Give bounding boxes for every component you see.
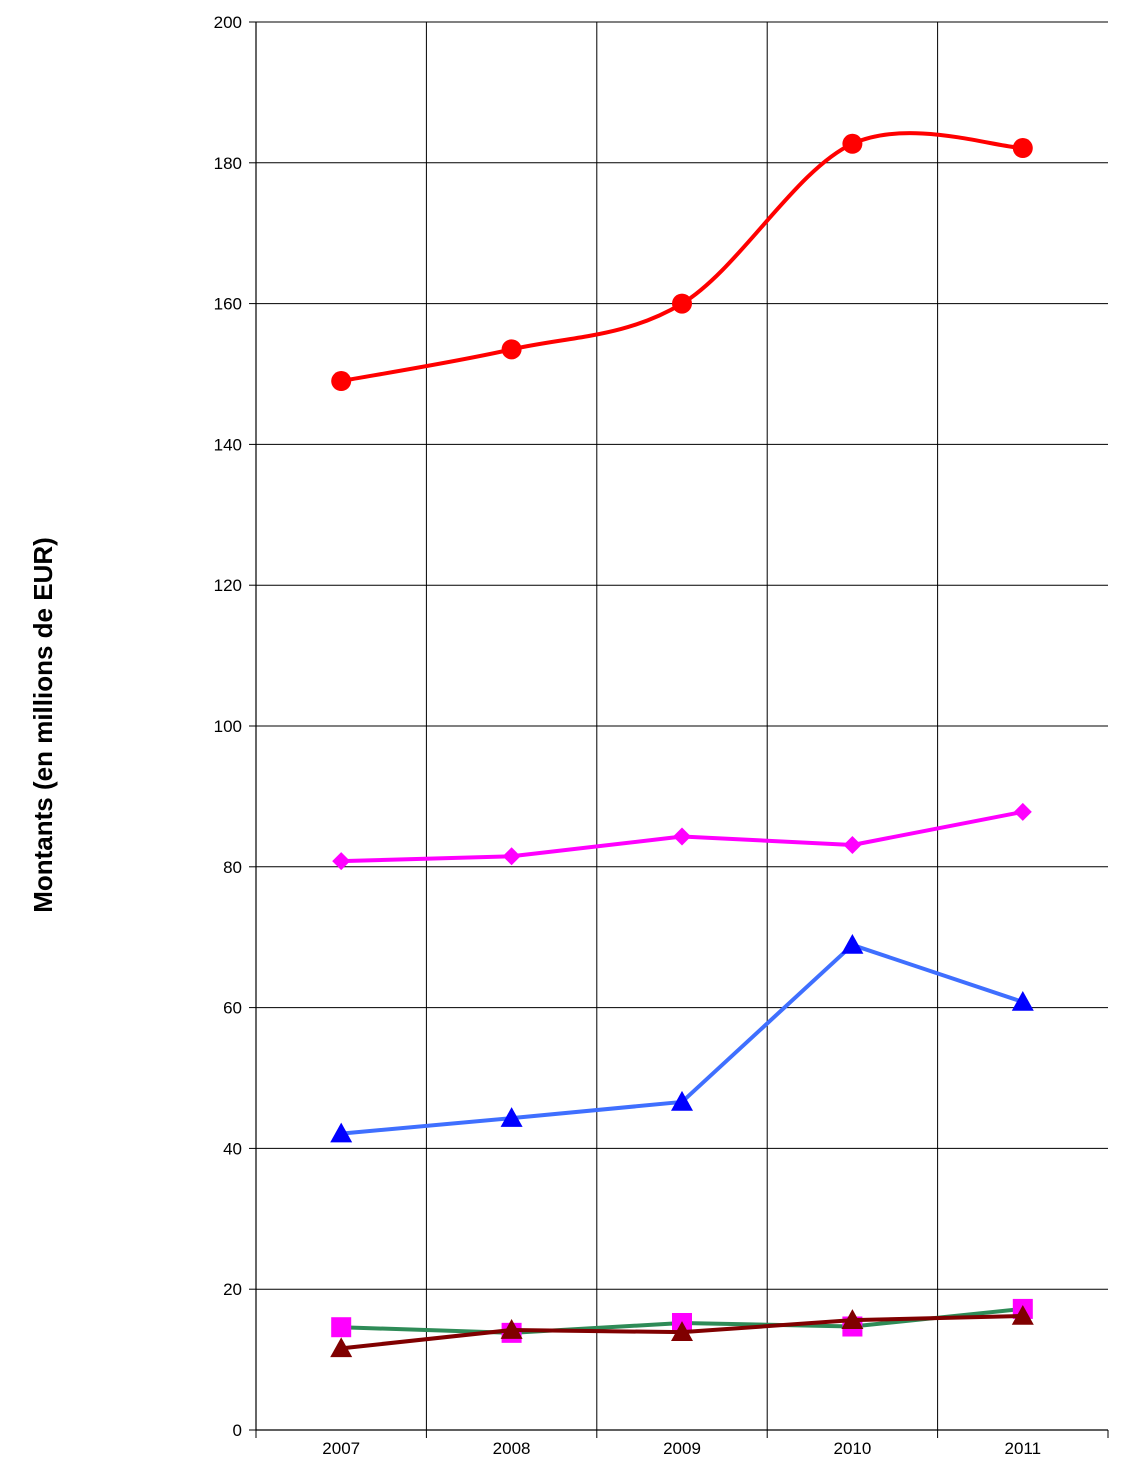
data-point xyxy=(842,133,863,154)
y-axis-title: Montants (en millions de EUR) xyxy=(28,537,58,913)
data-point xyxy=(841,1309,864,1329)
data-point xyxy=(671,1090,693,1111)
series-group xyxy=(330,131,1034,1358)
data-point xyxy=(502,847,521,866)
data-point xyxy=(331,1317,352,1338)
axes xyxy=(249,21,1109,1438)
data-point xyxy=(1012,138,1033,159)
y-tick-label: 80 xyxy=(223,858,242,877)
data-point xyxy=(500,1107,523,1127)
x-tick-label: 2007 xyxy=(322,1439,360,1458)
x-tick-label: 2010 xyxy=(833,1439,871,1458)
data-point xyxy=(843,835,862,854)
data-point xyxy=(671,1321,693,1341)
y-tick-label: 60 xyxy=(223,999,242,1018)
series-2 xyxy=(332,802,1032,871)
data-point xyxy=(672,293,692,314)
y-tick-label: 160 xyxy=(214,295,242,314)
x-tick-label: 2008 xyxy=(493,1439,531,1458)
x-tick-label: 2011 xyxy=(1005,1439,1042,1458)
data-point xyxy=(330,1337,353,1358)
data-point xyxy=(1011,990,1034,1011)
data-point xyxy=(673,827,691,846)
data-point xyxy=(500,1319,523,1339)
tick-labels: 0 20 40 60 80 100 120 140 160 180 200 2007 2008 2009 2… xyxy=(214,13,1041,1458)
gridlines xyxy=(256,21,1108,1430)
y-tick-label: 200 xyxy=(214,13,242,32)
series-3 xyxy=(330,933,1034,1143)
data-point xyxy=(501,339,522,360)
series-5 xyxy=(330,1304,1034,1358)
data-point xyxy=(1013,802,1032,821)
y-tick-label: 120 xyxy=(214,576,242,595)
y-tick-label: 180 xyxy=(214,154,242,173)
data-point xyxy=(1011,1304,1034,1325)
y-tick-label: 0 xyxy=(233,1421,242,1440)
y-tick-label: 140 xyxy=(214,435,242,454)
data-point xyxy=(332,852,351,871)
x-tick-label: 2009 xyxy=(663,1439,701,1458)
data-point xyxy=(331,371,352,392)
data-point xyxy=(841,933,864,954)
y-tick-label: 40 xyxy=(223,1139,242,1158)
y-tick-label: 20 xyxy=(223,1280,242,1299)
data-point xyxy=(330,1122,353,1143)
y-tick-label: 100 xyxy=(214,717,242,736)
series-1 xyxy=(331,131,1033,392)
